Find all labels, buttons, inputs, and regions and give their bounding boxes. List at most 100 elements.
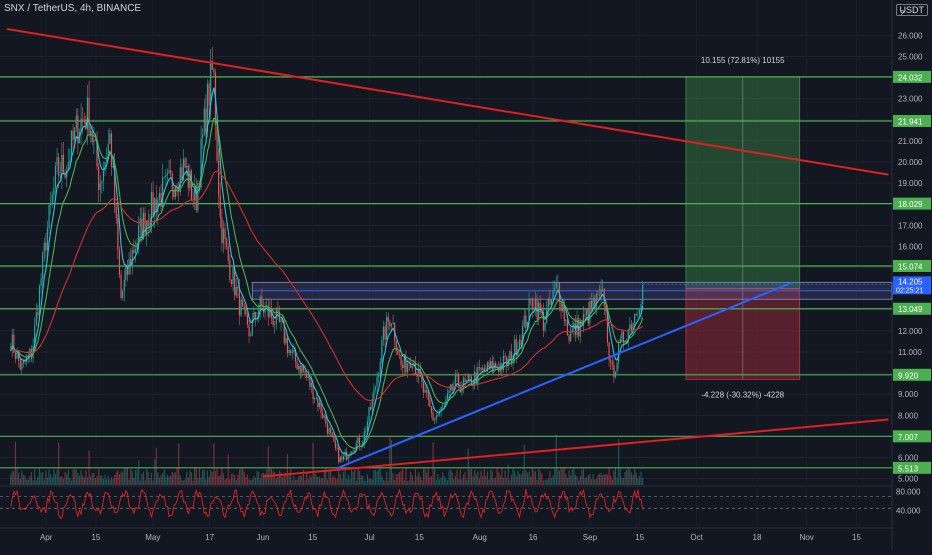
candle-body	[558, 282, 561, 303]
volume-bar	[107, 475, 109, 485]
volume-bar	[632, 475, 634, 485]
volume-bar	[250, 480, 252, 485]
volume-bar	[634, 467, 636, 485]
volume-bar	[91, 472, 93, 485]
candle-body	[283, 322, 285, 344]
volume-bar	[510, 475, 513, 485]
volume-bar	[517, 470, 519, 485]
candle-body	[613, 365, 615, 378]
volume-bar	[421, 479, 423, 485]
candle-body	[390, 323, 393, 327]
horizontal-level-label: 15.074	[898, 262, 923, 271]
candle-body	[318, 402, 321, 408]
volume-bar	[286, 454, 289, 485]
candle-body	[237, 286, 239, 289]
volume-bar	[379, 468, 381, 485]
candle-body	[533, 307, 535, 309]
volume-bar	[240, 468, 242, 485]
candle-body	[467, 375, 469, 381]
volume-bar	[90, 476, 92, 485]
candle-body	[534, 299, 537, 309]
candle-body	[346, 451, 348, 460]
candle-body	[306, 373, 308, 378]
horizontal-level-tag	[893, 461, 931, 474]
candle-body	[155, 198, 157, 213]
candle-body	[403, 355, 405, 368]
candle-body	[419, 368, 421, 377]
volume-bar	[182, 480, 185, 485]
candle-body	[323, 415, 325, 418]
candle-body	[51, 194, 53, 204]
volume-bar	[18, 472, 20, 485]
candle-body	[58, 157, 60, 176]
candle-body	[122, 291, 124, 298]
candle-body	[514, 339, 516, 356]
volume-bar	[357, 467, 359, 485]
volume-bar	[136, 469, 138, 485]
candle-body	[285, 337, 287, 344]
candle-body	[523, 315, 525, 326]
candle-body	[453, 386, 455, 391]
volume-bar	[285, 473, 287, 485]
volume-bar	[378, 469, 380, 485]
candle-body	[549, 299, 551, 305]
volume-bar	[130, 469, 132, 485]
volume-bar	[147, 471, 149, 485]
candle-body	[597, 294, 599, 295]
volume-bar	[437, 473, 439, 485]
candle-body	[584, 314, 586, 316]
volume-bar	[16, 467, 18, 485]
volume-bar	[264, 473, 266, 485]
volume-bar	[99, 475, 101, 485]
volume-bar	[566, 477, 569, 485]
candle-body	[235, 286, 237, 296]
candle-body	[184, 158, 186, 168]
candle-body	[627, 329, 629, 343]
candle-body	[96, 140, 98, 167]
candle-body	[539, 302, 541, 312]
volume-bar	[120, 471, 122, 485]
volume-bar	[282, 476, 284, 485]
volume-bar	[205, 479, 207, 485]
volume-bar	[560, 467, 562, 485]
volume-bar	[389, 435, 391, 485]
volume-bar	[515, 476, 517, 485]
volume-bar	[477, 471, 479, 485]
currency-button[interactable]: USDT	[895, 4, 928, 16]
candle-body	[466, 380, 468, 382]
volume-bar	[627, 467, 629, 485]
volume-bar	[504, 470, 506, 485]
candle-body	[213, 69, 215, 73]
profit-zone	[685, 76, 801, 290]
volume-bar	[446, 480, 449, 485]
volume-bar	[538, 468, 540, 485]
candle-body	[88, 97, 90, 134]
volume-bar	[582, 468, 585, 485]
volume-bar	[637, 478, 639, 485]
volume-bar	[262, 472, 265, 485]
volume-bar	[163, 469, 165, 485]
horizontal-level-label: 21.941	[898, 118, 923, 127]
volume-bar	[227, 454, 229, 485]
volume-bar	[74, 469, 76, 485]
volume-bar	[323, 471, 325, 485]
volume-bar	[482, 475, 484, 485]
volume-bar	[174, 472, 177, 485]
volume-bar	[435, 480, 437, 485]
volume-bar	[206, 470, 209, 485]
volume-bar	[542, 480, 545, 485]
volume-bar	[622, 478, 625, 485]
candle-body	[174, 186, 177, 198]
volume-bar	[373, 470, 375, 485]
candle-body	[373, 389, 375, 400]
candle-body	[274, 323, 276, 325]
volume-bar	[210, 470, 212, 485]
candle-body	[579, 320, 581, 337]
candle-body	[24, 360, 26, 363]
volume-bar	[602, 474, 604, 485]
volume-bar	[221, 467, 223, 485]
candle-body	[402, 365, 404, 368]
volume-bar	[531, 467, 533, 485]
candle-body	[611, 362, 613, 366]
volume-bar	[589, 473, 591, 485]
